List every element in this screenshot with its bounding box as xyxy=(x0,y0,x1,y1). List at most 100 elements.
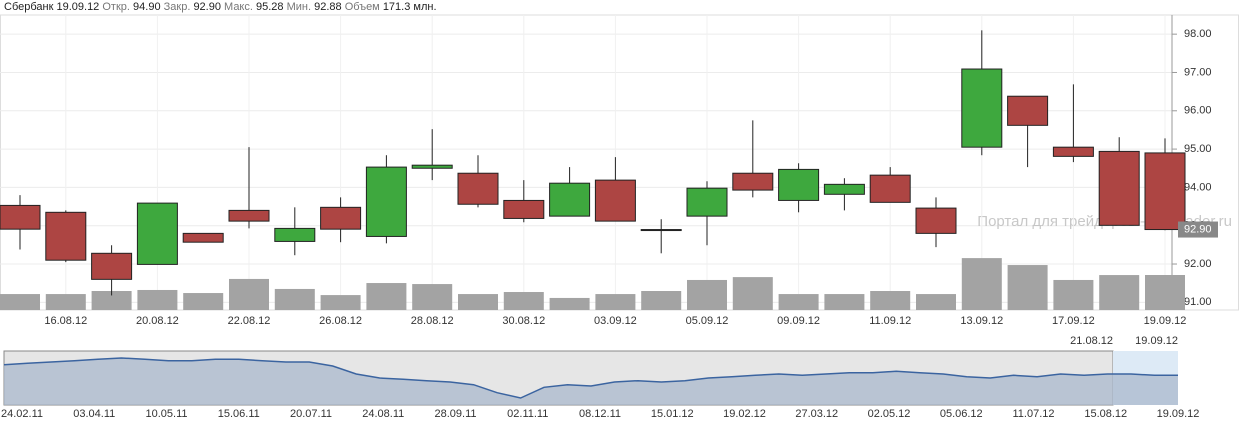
navigator-area xyxy=(4,358,1178,405)
candle-body xyxy=(1144,152,1186,231)
candle-body xyxy=(320,206,362,230)
candle-body xyxy=(732,172,774,191)
navigator-line xyxy=(3,357,1178,399)
header-label: Откр. xyxy=(102,1,130,13)
candle-body xyxy=(503,199,545,219)
navigator-x-label: 20.07.11 xyxy=(290,408,332,420)
last-price-box xyxy=(1178,221,1218,238)
x-tick-label: 30.08.12 xyxy=(502,315,545,327)
x-tick-label: 05.09.12 xyxy=(686,315,729,327)
candle-body xyxy=(0,204,41,230)
volume-bar xyxy=(274,288,315,310)
candle-body xyxy=(45,211,87,261)
candle-body xyxy=(686,187,728,217)
y-tick-label: 92.00 xyxy=(1184,258,1212,270)
volume-bar xyxy=(412,284,453,310)
x-tick-label: 11.09.12 xyxy=(869,315,911,327)
last-price-label: 92.90 xyxy=(1184,223,1212,235)
x-tick-label: 03.09.12 xyxy=(594,315,637,327)
x-tick-label: 26.08.12 xyxy=(319,315,362,327)
candle-body xyxy=(869,174,911,203)
navigator-x-label: 15.06.11 xyxy=(218,408,260,420)
range-label: 21.08.12 xyxy=(1070,335,1113,347)
volume-bar xyxy=(320,295,361,310)
header-label: Закр. xyxy=(163,1,191,13)
plot-border xyxy=(0,14,1239,311)
volume-bar xyxy=(229,278,269,310)
candle-body xyxy=(91,252,133,280)
volume-bar xyxy=(1053,279,1094,310)
x-tick-label: 22.08.12 xyxy=(228,315,271,327)
x-tick-label: 28.08.12 xyxy=(411,315,454,327)
candle-body xyxy=(274,227,316,242)
x-tick-label: 09.09.12 xyxy=(777,315,820,327)
navigator-x-label: 24.08.11 xyxy=(362,408,404,420)
navigator-x-label: 15.01.12 xyxy=(651,408,694,420)
candle-body xyxy=(365,166,407,237)
header-value: 92.88 xyxy=(314,1,342,13)
header-label: Макс. xyxy=(224,1,253,13)
volume-bar xyxy=(91,290,132,310)
volume-bar xyxy=(366,283,407,310)
x-tick-label: 16.08.12 xyxy=(44,315,87,327)
candle-body xyxy=(640,229,682,232)
y-tick-label: 98.00 xyxy=(1184,28,1212,40)
candle-body xyxy=(182,232,224,243)
navigator-x-label: 08.12.11 xyxy=(579,408,621,420)
volume-bar xyxy=(549,297,590,310)
header-value: 171.3 млн. xyxy=(382,1,437,13)
y-tick-label: 97.00 xyxy=(1184,66,1212,78)
volume-bar xyxy=(916,294,956,310)
ticker: Сбербанк xyxy=(4,1,54,13)
volume-bar xyxy=(1099,275,1140,310)
y-tick-label: 95.00 xyxy=(1184,143,1212,155)
candle-body xyxy=(1052,146,1094,157)
volume-bar xyxy=(687,279,727,310)
navigator-x-label: 15.08.12 xyxy=(1084,408,1127,420)
range-label: 19.09.12 xyxy=(1135,335,1178,347)
volume-bar xyxy=(961,258,1002,310)
candle-body xyxy=(823,183,865,195)
date: 19.09.12 xyxy=(56,1,100,13)
volume-bar xyxy=(641,290,682,310)
y-tick-label: 91.00 xyxy=(1184,296,1212,308)
volume-bar xyxy=(824,294,865,310)
volume-bar xyxy=(1007,265,1048,310)
header-label: Мин. xyxy=(286,1,312,13)
x-tick-label: 17.09.12 xyxy=(1052,315,1095,327)
navigator-x-label: 28.09.11 xyxy=(434,408,476,420)
volume-bar xyxy=(732,277,773,310)
navigator-x-label: 10.05.11 xyxy=(145,408,187,420)
volume-bar xyxy=(1145,275,1185,310)
navigator-x-label: 24.02.11 xyxy=(1,408,43,420)
navigator-x-label: 19.02.12 xyxy=(723,408,766,420)
volume-bar xyxy=(183,293,224,310)
header-value: 94.90 xyxy=(133,1,161,13)
navigator-x-label: 27.03.12 xyxy=(795,408,838,420)
header: Сбербанк 19.09.12 Откр. 94.90 Закр. 92.9… xyxy=(4,1,437,13)
candle-body xyxy=(961,68,1003,148)
volume-bar xyxy=(45,294,86,310)
x-tick-label: 19.09.12 xyxy=(1144,315,1187,327)
navigator-x-label: 03.04.11 xyxy=(73,408,115,420)
navigator-x-label: 02.11.11 xyxy=(507,408,548,420)
header-value: 92.90 xyxy=(193,1,221,13)
candle-body xyxy=(1007,95,1049,126)
candle-body xyxy=(411,164,453,169)
navigator-x-label: 19.09.12 xyxy=(1157,408,1200,420)
navigator-x-label: 02.05.12 xyxy=(868,408,911,420)
y-tick-label: 96.00 xyxy=(1184,105,1212,117)
candle-body xyxy=(549,182,591,217)
volume-bar xyxy=(458,294,498,310)
volume-bar xyxy=(595,294,636,310)
volume-bar xyxy=(870,290,911,310)
header-value: 95.28 xyxy=(256,1,284,13)
candle-body xyxy=(594,179,636,222)
volume-bar xyxy=(503,292,544,310)
candle-body xyxy=(457,172,499,205)
header-label: Объем xyxy=(344,1,380,13)
candle-body xyxy=(136,202,178,265)
x-tick-label: 13.09.12 xyxy=(960,315,1003,327)
